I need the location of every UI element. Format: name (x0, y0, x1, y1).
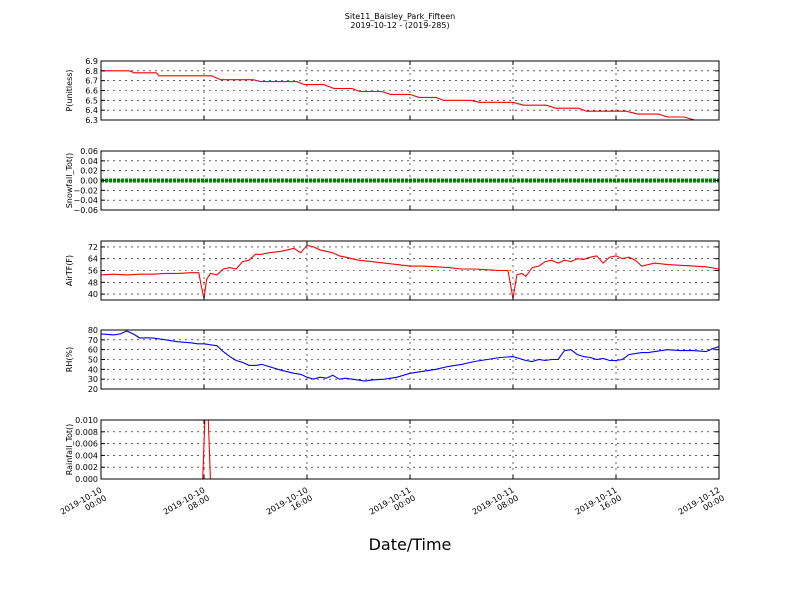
y-axis-label: Snowfall_Tot() (65, 153, 74, 209)
y-tick-label: 0.006 (75, 440, 98, 449)
y-tick-label: 56 (88, 267, 98, 276)
y-tick-label: 72 (88, 243, 98, 252)
y-tick-label: 0.06 (80, 147, 98, 156)
y-tick-label: 70 (88, 336, 98, 345)
subplot-2: −0.06−0.04−0.020.000.020.040.06 Snowfall_… (65, 147, 720, 215)
y-tick-label: −0.04 (73, 196, 98, 205)
y-tick-label: 30 (88, 375, 98, 384)
subplot-5: 0.000 0.002 0.004 0.006 0.008 0.010Rainfall_T… (65, 416, 720, 484)
y-tick-label: 0.04 (80, 157, 98, 166)
y-tick-label: 64 (88, 255, 98, 264)
figure-title: Site11_Baisley_Park_Fifteen (345, 12, 455, 21)
y-tick-label: 0.000 (75, 475, 98, 484)
series-line (101, 244, 719, 299)
y-tick-label: 6.4 (85, 106, 98, 115)
y-tick-label: 6.3 (85, 116, 98, 125)
y-tick-label: 0.002 (75, 463, 98, 472)
series-line (101, 70, 719, 120)
y-axis-label: RH(%) (65, 347, 74, 372)
plot-frame (100, 419, 720, 480)
y-tick-label: −0.02 (73, 186, 98, 195)
y-tick-label: 6.8 (85, 67, 98, 76)
y-axis-label: AirTF(F) (65, 255, 74, 286)
y-tick-label: 60 (88, 346, 98, 355)
y-tick-label: 6.5 (85, 96, 98, 105)
y-tick-label: 48 (88, 278, 98, 287)
y-axis-label: Rainfall_Tot() (65, 424, 74, 476)
plot-frame (100, 329, 720, 390)
series-line (101, 330, 719, 382)
y-tick-label: 0.004 (75, 451, 98, 460)
y-tick-label: 40 (88, 290, 98, 299)
y-tick-label: 0.008 (75, 428, 98, 437)
y-tick-label: 6.9 (85, 57, 98, 66)
x-axis-title: Date/Time (369, 535, 452, 554)
y-tick-label: 6.6 (85, 87, 98, 96)
subplot-1: 6.36.46.56.66.76.86.9 P(unitless) (65, 57, 720, 125)
y-tick-label: 80 (88, 326, 98, 335)
y-tick-label: 40 (88, 365, 98, 374)
y-tick-label: 20 (88, 385, 98, 394)
y-tick-label: 6.7 (85, 77, 98, 86)
y-tick-label: 0.02 (80, 167, 98, 176)
y-axis-label: P(unitless) (65, 69, 74, 111)
y-tick-label: 50 (88, 356, 98, 365)
y-tick-label: 0.010 (75, 416, 98, 425)
subplots: 6.36.46.56.66.76.86.9P(unitless)−0.06−0.… (59, 57, 726, 517)
figure-subtitle: 2019-10-12 - (2019-285) (350, 21, 449, 30)
y-tick-label: −0.06 (73, 206, 98, 215)
y-tick-label: 0.00 (80, 177, 98, 186)
subplot-3: 40 48 56 64 72 AirTF(F) (65, 240, 720, 301)
plot-frame (100, 240, 720, 301)
